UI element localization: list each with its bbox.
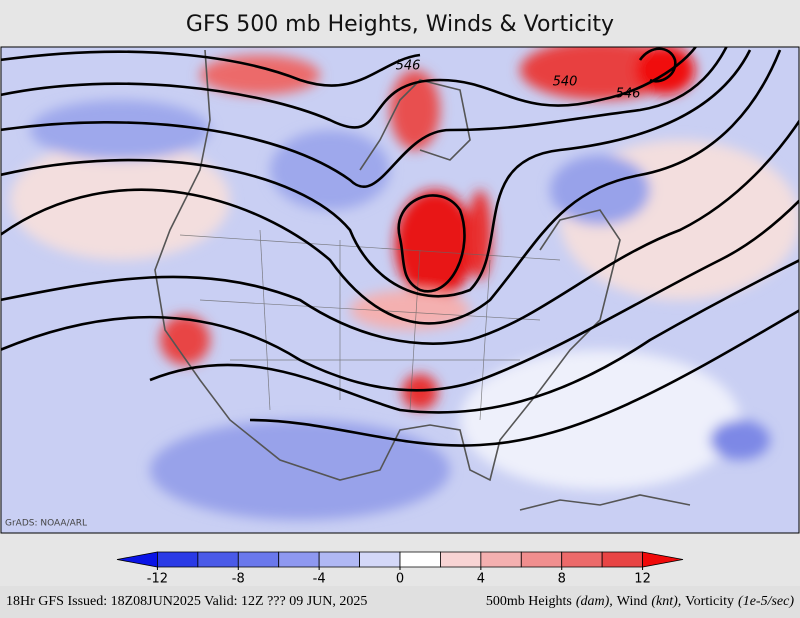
colorbar-segment <box>318 551 360 568</box>
height-contours <box>1 47 799 447</box>
footer-right-part: (dam), <box>576 594 613 609</box>
footer-right-part: Vorticity <box>685 594 734 609</box>
colorbar-segment <box>440 551 482 568</box>
footer-right-part: (knt), <box>651 594 681 609</box>
map-frame <box>0 46 800 534</box>
contour-label: 546 <box>616 87 641 102</box>
colorbar-segment <box>237 551 280 568</box>
colorbar-tick-label: 8 <box>558 572 566 587</box>
colorbar-segment <box>520 551 563 568</box>
colorbar-tick-label: 4 <box>477 572 485 587</box>
colorbar-segment <box>359 551 401 568</box>
footer-left: 18Hr GFS Issued: 18Z08JUN2025 Valid: 12Z… <box>6 594 367 609</box>
colorbar-tick-label: 12 <box>634 572 651 587</box>
footer-right-part: Wind <box>617 594 648 609</box>
colorbar-segment <box>157 551 199 568</box>
vorticity-field <box>10 47 799 520</box>
colorbar-segment <box>480 551 522 568</box>
colorbar-segment <box>601 551 643 568</box>
colorbar-tick-label: -12 <box>147 572 168 587</box>
colorbar-segment <box>642 551 684 568</box>
borders <box>179 229 561 421</box>
colorbar-segment <box>278 551 320 568</box>
coastlines <box>154 49 691 511</box>
title: GFS 500 mb Heights, Winds & Vorticity <box>186 12 614 37</box>
footer-right-part: 500mb Heights <box>486 594 572 609</box>
map: 546 540 546 GrADS: NOAA/ARL <box>0 46 800 534</box>
contour-label: 546 <box>396 59 421 74</box>
colorbar-tick-label: 0 <box>396 572 404 587</box>
footer-right-part: (1e-5/sec) <box>738 594 794 609</box>
colorbar-segment <box>399 551 441 568</box>
credit: GrADS: NOAA/ARL <box>5 519 87 529</box>
colorbar: -12 -8 -4 0 4 8 12 <box>116 551 684 587</box>
footer-bar <box>0 586 800 618</box>
colorbar-tick-label: -8 <box>232 572 245 587</box>
contour-label: 540 <box>553 75 578 90</box>
colorbar-segment <box>561 551 603 568</box>
colorbar-tick-label: -4 <box>313 572 326 587</box>
colorbar-segment <box>197 551 239 568</box>
footer-right: 500mb Heights (dam), Wind (knt), Vorticity (1… <box>486 594 794 609</box>
